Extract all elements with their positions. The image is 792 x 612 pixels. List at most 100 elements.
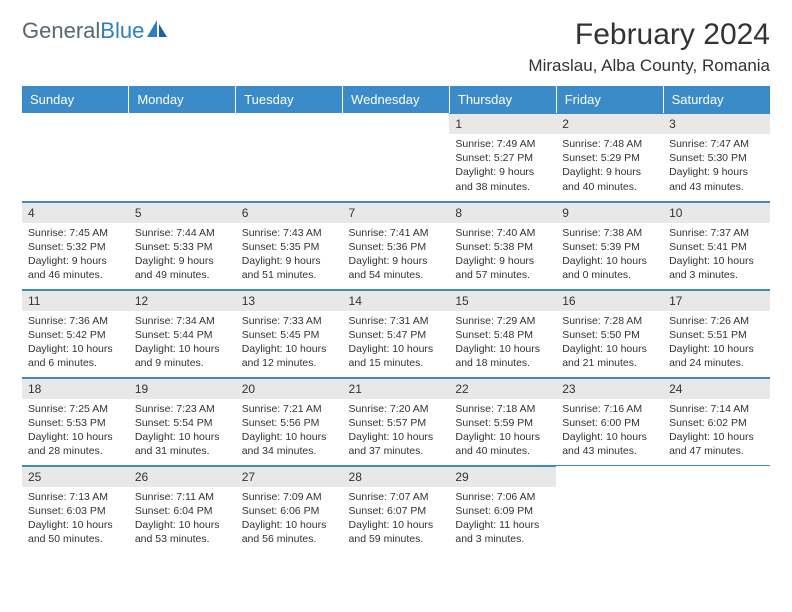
sunrise-text: Sunrise: 7:07 AM	[349, 490, 444, 504]
sunset-text: Sunset: 5:41 PM	[669, 240, 764, 254]
day-number: 19	[129, 378, 236, 399]
calendar-day-cell: 15Sunrise: 7:29 AMSunset: 5:48 PMDayligh…	[449, 289, 556, 377]
daylight-text: Daylight: 10 hours and 18 minutes.	[455, 342, 550, 370]
calendar-day-cell: 16Sunrise: 7:28 AMSunset: 5:50 PMDayligh…	[556, 289, 663, 377]
calendar-week-row: 25Sunrise: 7:13 AMSunset: 6:03 PMDayligh…	[22, 465, 770, 553]
daylight-text: Daylight: 10 hours and 53 minutes.	[135, 518, 230, 546]
sunrise-text: Sunrise: 7:20 AM	[349, 402, 444, 416]
daylight-text: Daylight: 10 hours and 34 minutes.	[242, 430, 337, 458]
calendar-day-cell: 5Sunrise: 7:44 AMSunset: 5:33 PMDaylight…	[129, 201, 236, 289]
sunrise-text: Sunrise: 7:29 AM	[455, 314, 550, 328]
day-number: 10	[663, 202, 770, 223]
weekday-header: Saturday	[663, 86, 770, 113]
sunrise-text: Sunrise: 7:33 AM	[242, 314, 337, 328]
day-info: Sunrise: 7:29 AMSunset: 5:48 PMDaylight:…	[449, 311, 556, 377]
day-number: 21	[343, 378, 450, 399]
calendar-day-cell: 27Sunrise: 7:09 AMSunset: 6:06 PMDayligh…	[236, 465, 343, 553]
sunset-text: Sunset: 5:32 PM	[28, 240, 123, 254]
sunset-text: Sunset: 5:51 PM	[669, 328, 764, 342]
daylight-text: Daylight: 10 hours and 24 minutes.	[669, 342, 764, 370]
day-number: 1	[449, 113, 556, 134]
sunset-text: Sunset: 5:27 PM	[455, 151, 550, 165]
daylight-text: Daylight: 10 hours and 6 minutes.	[28, 342, 123, 370]
calendar-day-cell: 9Sunrise: 7:38 AMSunset: 5:39 PMDaylight…	[556, 201, 663, 289]
calendar-day-cell: 10Sunrise: 7:37 AMSunset: 5:41 PMDayligh…	[663, 201, 770, 289]
day-info: Sunrise: 7:33 AMSunset: 5:45 PMDaylight:…	[236, 311, 343, 377]
daylight-text: Daylight: 9 hours and 54 minutes.	[349, 254, 444, 282]
logo-text-gray: General	[22, 18, 100, 44]
day-info: Sunrise: 7:44 AMSunset: 5:33 PMDaylight:…	[129, 223, 236, 289]
sunrise-text: Sunrise: 7:13 AM	[28, 490, 123, 504]
sunset-text: Sunset: 6:00 PM	[562, 416, 657, 430]
day-info: Sunrise: 7:31 AMSunset: 5:47 PMDaylight:…	[343, 311, 450, 377]
day-info: Sunrise: 7:07 AMSunset: 6:07 PMDaylight:…	[343, 487, 450, 553]
day-info: Sunrise: 7:48 AMSunset: 5:29 PMDaylight:…	[556, 134, 663, 200]
day-info: Sunrise: 7:40 AMSunset: 5:38 PMDaylight:…	[449, 223, 556, 289]
sunset-text: Sunset: 5:48 PM	[455, 328, 550, 342]
day-number: 29	[449, 466, 556, 487]
day-info: Sunrise: 7:06 AMSunset: 6:09 PMDaylight:…	[449, 487, 556, 553]
day-info: Sunrise: 7:45 AMSunset: 5:32 PMDaylight:…	[22, 223, 129, 289]
logo-sail-icon	[147, 18, 169, 44]
daylight-text: Daylight: 10 hours and 31 minutes.	[135, 430, 230, 458]
day-info: Sunrise: 7:09 AMSunset: 6:06 PMDaylight:…	[236, 487, 343, 553]
day-info: Sunrise: 7:49 AMSunset: 5:27 PMDaylight:…	[449, 134, 556, 200]
day-info: Sunrise: 7:20 AMSunset: 5:57 PMDaylight:…	[343, 399, 450, 465]
page-header: GeneralBlue February 2024 Miraslau, Alba…	[22, 18, 770, 76]
daylight-text: Daylight: 10 hours and 28 minutes.	[28, 430, 123, 458]
day-info: Sunrise: 7:11 AMSunset: 6:04 PMDaylight:…	[129, 487, 236, 553]
day-number: 2	[556, 113, 663, 134]
daylight-text: Daylight: 9 hours and 49 minutes.	[135, 254, 230, 282]
weekday-header: Thursday	[449, 86, 556, 113]
sunrise-text: Sunrise: 7:28 AM	[562, 314, 657, 328]
day-info: Sunrise: 7:38 AMSunset: 5:39 PMDaylight:…	[556, 223, 663, 289]
day-info: Sunrise: 7:14 AMSunset: 6:02 PMDaylight:…	[663, 399, 770, 465]
sunrise-text: Sunrise: 7:36 AM	[28, 314, 123, 328]
daylight-text: Daylight: 10 hours and 37 minutes.	[349, 430, 444, 458]
calendar-empty-cell	[343, 113, 450, 201]
sunrise-text: Sunrise: 7:09 AM	[242, 490, 337, 504]
day-info: Sunrise: 7:28 AMSunset: 5:50 PMDaylight:…	[556, 311, 663, 377]
sunrise-text: Sunrise: 7:34 AM	[135, 314, 230, 328]
day-number: 18	[22, 378, 129, 399]
day-number: 8	[449, 202, 556, 223]
sunrise-text: Sunrise: 7:40 AM	[455, 226, 550, 240]
daylight-text: Daylight: 9 hours and 38 minutes.	[455, 165, 550, 193]
sunset-text: Sunset: 5:36 PM	[349, 240, 444, 254]
sunrise-text: Sunrise: 7:45 AM	[28, 226, 123, 240]
daylight-text: Daylight: 10 hours and 3 minutes.	[669, 254, 764, 282]
location-text: Miraslau, Alba County, Romania	[528, 56, 770, 76]
day-number: 4	[22, 202, 129, 223]
sunset-text: Sunset: 5:50 PM	[562, 328, 657, 342]
sunrise-text: Sunrise: 7:16 AM	[562, 402, 657, 416]
sunset-text: Sunset: 6:02 PM	[669, 416, 764, 430]
sunrise-text: Sunrise: 7:41 AM	[349, 226, 444, 240]
day-info: Sunrise: 7:37 AMSunset: 5:41 PMDaylight:…	[663, 223, 770, 289]
sunrise-text: Sunrise: 7:44 AM	[135, 226, 230, 240]
calendar-empty-cell	[236, 113, 343, 201]
day-number: 17	[663, 290, 770, 311]
calendar-day-cell: 6Sunrise: 7:43 AMSunset: 5:35 PMDaylight…	[236, 201, 343, 289]
day-number: 26	[129, 466, 236, 487]
day-number: 3	[663, 113, 770, 134]
sunset-text: Sunset: 5:38 PM	[455, 240, 550, 254]
day-info: Sunrise: 7:34 AMSunset: 5:44 PMDaylight:…	[129, 311, 236, 377]
weekday-header: Sunday	[22, 86, 129, 113]
day-info: Sunrise: 7:26 AMSunset: 5:51 PMDaylight:…	[663, 311, 770, 377]
title-block: February 2024 Miraslau, Alba County, Rom…	[528, 18, 770, 76]
daylight-text: Daylight: 9 hours and 51 minutes.	[242, 254, 337, 282]
calendar-day-cell: 14Sunrise: 7:31 AMSunset: 5:47 PMDayligh…	[343, 289, 450, 377]
calendar-day-cell: 11Sunrise: 7:36 AMSunset: 5:42 PMDayligh…	[22, 289, 129, 377]
sunrise-text: Sunrise: 7:26 AM	[669, 314, 764, 328]
day-number: 25	[22, 466, 129, 487]
logo: GeneralBlue	[22, 18, 169, 44]
day-number: 13	[236, 290, 343, 311]
calendar-day-cell: 1Sunrise: 7:49 AMSunset: 5:27 PMDaylight…	[449, 113, 556, 201]
calendar-head: SundayMondayTuesdayWednesdayThursdayFrid…	[22, 86, 770, 113]
sunset-text: Sunset: 6:04 PM	[135, 504, 230, 518]
calendar-day-cell: 28Sunrise: 7:07 AMSunset: 6:07 PMDayligh…	[343, 465, 450, 553]
day-info: Sunrise: 7:41 AMSunset: 5:36 PMDaylight:…	[343, 223, 450, 289]
day-number: 27	[236, 466, 343, 487]
day-info: Sunrise: 7:13 AMSunset: 6:03 PMDaylight:…	[22, 487, 129, 553]
daylight-text: Daylight: 10 hours and 50 minutes.	[28, 518, 123, 546]
